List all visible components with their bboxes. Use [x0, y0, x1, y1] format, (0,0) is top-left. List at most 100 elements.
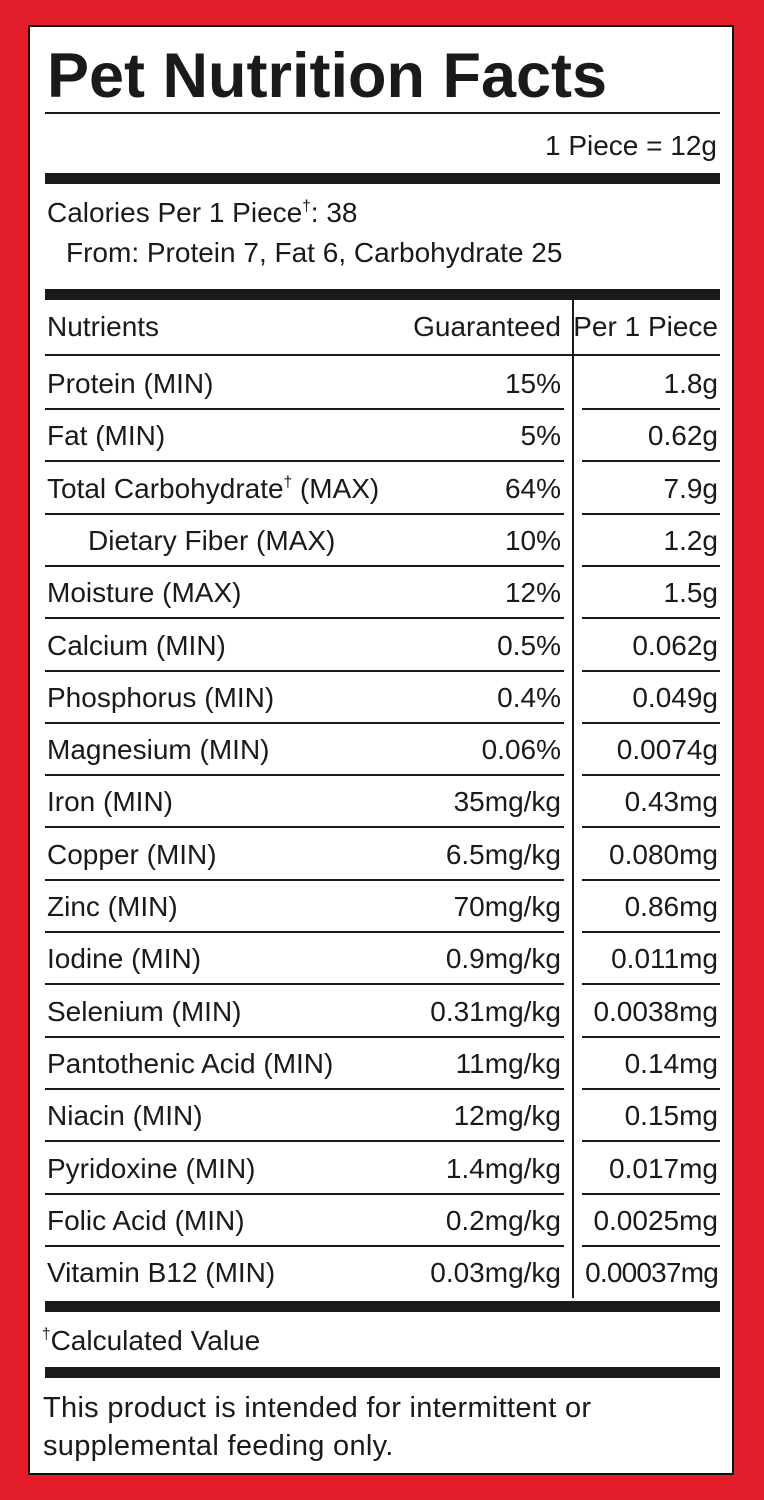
- guaranteed-value: 5%: [520, 420, 561, 452]
- nutrient-name: Magnesium (MIN): [47, 734, 270, 766]
- nutrient-name: Zinc (MIN): [47, 891, 178, 922]
- calories: Calories Per 1 Piece†: 38: [47, 197, 358, 228]
- per-piece-value: 0.080mg: [609, 838, 718, 870]
- nutrient-name: Pantothenic Acid (MIN): [47, 1047, 334, 1079]
- row-divider: [45, 1244, 564, 1247]
- nutrition-panel: Pet Nutrition Facts 1 Piece = 12g Calori…: [28, 25, 734, 1475]
- thick-divider: [45, 1367, 720, 1378]
- row-divider: [582, 878, 720, 881]
- row-divider: [45, 826, 564, 829]
- nutrient-name: Protein (MIN): [47, 368, 214, 399]
- footnote: †Calculated Value: [42, 1325, 261, 1356]
- row-divider: [582, 931, 720, 933]
- guaranteed-value: 10%: [504, 524, 561, 556]
- row-divider: [582, 1192, 720, 1195]
- nutrient-name: Niacin (MIN): [47, 1100, 203, 1132]
- row-divider: [582, 512, 720, 515]
- guaranteed-value: 12%: [504, 577, 561, 609]
- row-divider: [45, 617, 564, 620]
- nutrient-name: Vitamin B12 (MIN): [47, 1257, 276, 1289]
- row-divider: [45, 460, 564, 463]
- per-piece-value: 0.0038mg: [593, 995, 718, 1027]
- nutrient-name: Iodine (MIN): [47, 943, 202, 975]
- nutrient-name: Iron (MIN): [47, 786, 173, 818]
- nutrient-name: Fat (MIN): [47, 420, 166, 452]
- row-divider: [45, 983, 564, 986]
- guaranteed-value: 0.06%: [481, 734, 561, 766]
- nutrient-name: Calcium (MIN): [47, 629, 226, 661]
- row-divider: [582, 617, 720, 620]
- row-divider: [45, 1192, 564, 1195]
- per-piece-value: 1.8g: [663, 368, 719, 399]
- nutrient-name: Pyridoxine (MIN): [47, 1152, 256, 1184]
- per-piece-value: 0.15mg: [624, 1100, 718, 1132]
- row-divider: [582, 564, 720, 567]
- row-divider: [582, 983, 720, 986]
- row-divider: [582, 408, 720, 410]
- row-divider: [582, 1087, 720, 1090]
- row-divider: [45, 512, 564, 515]
- guaranteed-value: 1.4mg/kg: [445, 1152, 561, 1184]
- thick-divider: [45, 173, 720, 184]
- row-divider: [45, 1087, 564, 1090]
- serving-size: 1 Piece = 12g: [544, 130, 717, 161]
- row-divider: [45, 774, 564, 777]
- row-divider: [45, 931, 564, 933]
- row-divider: [582, 460, 720, 463]
- per-piece-value: 0.049g: [632, 681, 718, 713]
- nutrient-name: Dietary Fiber (MAX): [88, 524, 336, 556]
- guaranteed-value: 15%: [504, 368, 561, 399]
- guaranteed-value: 70mg/kg: [453, 891, 561, 922]
- per-piece-value: 0.011mg: [611, 943, 718, 975]
- guaranteed-value: 6.5mg/kg: [445, 838, 561, 870]
- row-divider: [582, 1035, 720, 1038]
- per-piece-value: 0.14mg: [624, 1047, 718, 1079]
- per-piece-value: 0.00037mg: [585, 1257, 719, 1289]
- row-divider: [45, 669, 564, 672]
- per-piece-value: 0.017mg: [609, 1152, 718, 1184]
- nutrient-name: Total Carbohydrate† (MAX): [47, 472, 380, 504]
- divider: [45, 112, 720, 114]
- per-piece-value: 7.9g: [663, 472, 719, 504]
- row-divider: [582, 1244, 720, 1247]
- row-divider: [582, 774, 720, 777]
- guaranteed-value: 11mg/kg: [455, 1047, 561, 1079]
- column-header: Guaranteed: [413, 311, 561, 342]
- column-header: Nutrients: [47, 311, 160, 342]
- column-divider: [572, 300, 574, 1298]
- row-divider: [582, 669, 720, 672]
- row-divider: [582, 721, 720, 724]
- row-divider: [45, 721, 564, 724]
- nutrient-name: Copper (MIN): [47, 838, 217, 870]
- row-divider: [45, 1140, 564, 1143]
- guaranteed-value: 0.2mg/kg: [445, 1204, 561, 1236]
- guaranteed-value: 0.03mg/kg: [430, 1257, 561, 1289]
- guaranteed-value: 0.4%: [497, 681, 561, 713]
- guaranteed-value: 12mg/kg: [453, 1100, 561, 1132]
- nutrient-name: Phosphorus (MIN): [47, 681, 275, 713]
- nutrient-name: Folic Acid (MIN): [47, 1204, 245, 1236]
- thick-divider: [45, 289, 720, 300]
- guaranteed-value: 35mg/kg: [453, 786, 561, 818]
- guaranteed-value: 0.31mg/kg: [430, 995, 561, 1027]
- per-piece-value: 0.062g: [632, 629, 718, 661]
- row-divider: [45, 354, 720, 356]
- per-piece-value: 1.5g: [663, 577, 719, 609]
- row-divider: [45, 408, 564, 410]
- guaranteed-value: 64%: [504, 472, 561, 504]
- disclaimer: This product is intended for intermitten…: [43, 1392, 592, 1462]
- guaranteed-value: 0.5%: [497, 629, 561, 661]
- nutrient-name: Selenium (MIN): [47, 995, 242, 1027]
- per-piece-value: 0.0074g: [616, 734, 718, 766]
- nutrient-name: Moisture (MAX): [47, 577, 242, 609]
- title: Pet Nutrition Facts: [47, 41, 608, 111]
- per-piece-value: 0.0025mg: [593, 1204, 718, 1236]
- row-divider: [45, 564, 564, 567]
- per-piece-value: 1.2g: [663, 524, 719, 556]
- calories-source: From: Protein 7, Fat 6, Carbohydrate 25: [66, 237, 563, 268]
- per-piece-value: 0.43mg: [624, 786, 718, 818]
- row-divider: [45, 878, 564, 881]
- row-divider: [582, 1140, 720, 1143]
- row-divider: [45, 1035, 564, 1038]
